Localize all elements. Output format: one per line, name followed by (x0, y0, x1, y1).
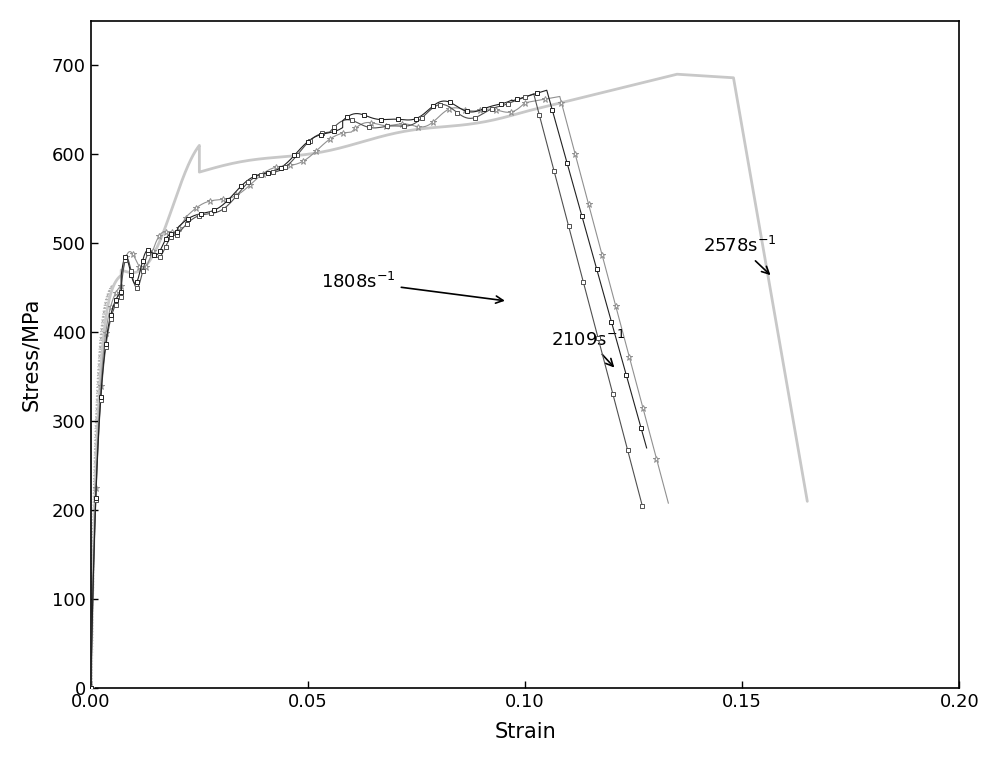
X-axis label: Strain: Strain (494, 722, 556, 742)
Y-axis label: Stress/MPa: Stress/MPa (21, 298, 41, 411)
Text: 2578s$^{-1}$: 2578s$^{-1}$ (703, 236, 777, 274)
Text: 1808s$^{-1}$: 1808s$^{-1}$ (321, 272, 503, 303)
Text: 2109s$^{-1}$: 2109s$^{-1}$ (551, 330, 626, 366)
